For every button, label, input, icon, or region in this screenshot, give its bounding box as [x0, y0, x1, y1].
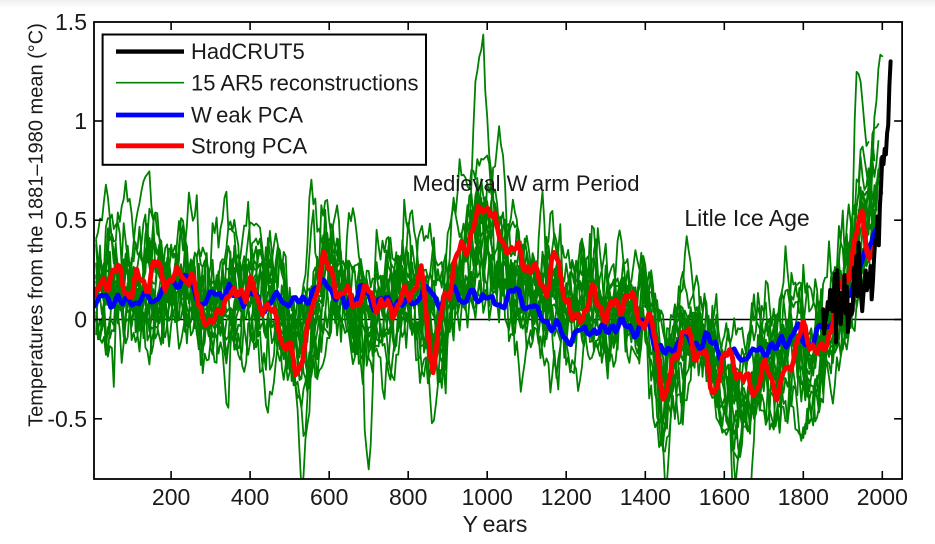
- svg-text:Temperatures from the 1881–198: Temperatures from the 1881–1980 mean (°C…: [26, 23, 48, 427]
- svg-text:1.5: 1.5: [55, 9, 87, 35]
- svg-text:Y ears: Y ears: [463, 511, 528, 537]
- svg-text:15 AR5 reconstructions: 15 AR5 reconstructions: [191, 70, 418, 95]
- svg-text:2000: 2000: [857, 484, 908, 510]
- svg-text:1800: 1800: [778, 484, 829, 510]
- svg-text:1400: 1400: [620, 484, 671, 510]
- svg-text:Medieval W arm Period: Medieval W arm Period: [413, 171, 640, 196]
- svg-text:Litle Ice Age: Litle Ice Age: [684, 205, 809, 231]
- svg-text:Strong PCA: Strong PCA: [191, 133, 307, 158]
- svg-text:1000: 1000: [462, 484, 513, 510]
- svg-text:200: 200: [152, 484, 190, 510]
- svg-text:1200: 1200: [541, 484, 592, 510]
- svg-text:W eak PCA: W eak PCA: [191, 103, 303, 128]
- svg-text:600: 600: [310, 484, 348, 510]
- svg-text:0.5: 0.5: [55, 207, 87, 233]
- svg-text:1600: 1600: [699, 484, 750, 510]
- svg-text:800: 800: [389, 484, 427, 510]
- svg-text:1: 1: [74, 108, 87, 134]
- svg-text:HadCRUT5: HadCRUT5: [191, 39, 305, 64]
- svg-text:-0.5: -0.5: [47, 406, 87, 432]
- svg-text:400: 400: [231, 484, 269, 510]
- svg-text:0: 0: [74, 307, 87, 333]
